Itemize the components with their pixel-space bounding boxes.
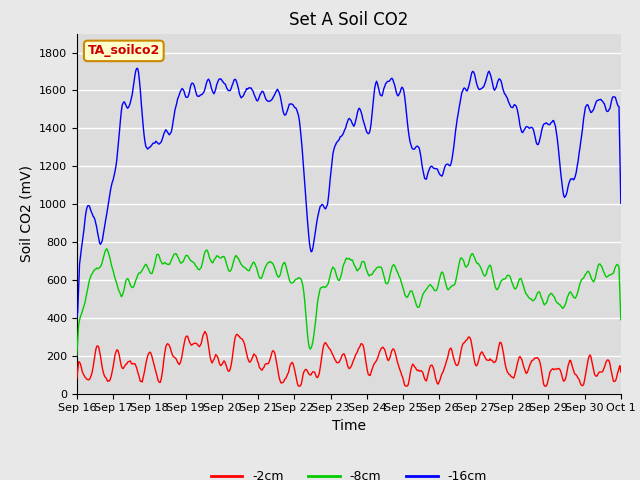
Text: TA_soilco2: TA_soilco2 xyxy=(88,44,160,58)
Y-axis label: Soil CO2 (mV): Soil CO2 (mV) xyxy=(19,165,33,262)
Title: Set A Soil CO2: Set A Soil CO2 xyxy=(289,11,408,29)
X-axis label: Time: Time xyxy=(332,419,366,433)
Legend: -2cm, -8cm, -16cm: -2cm, -8cm, -16cm xyxy=(205,465,492,480)
